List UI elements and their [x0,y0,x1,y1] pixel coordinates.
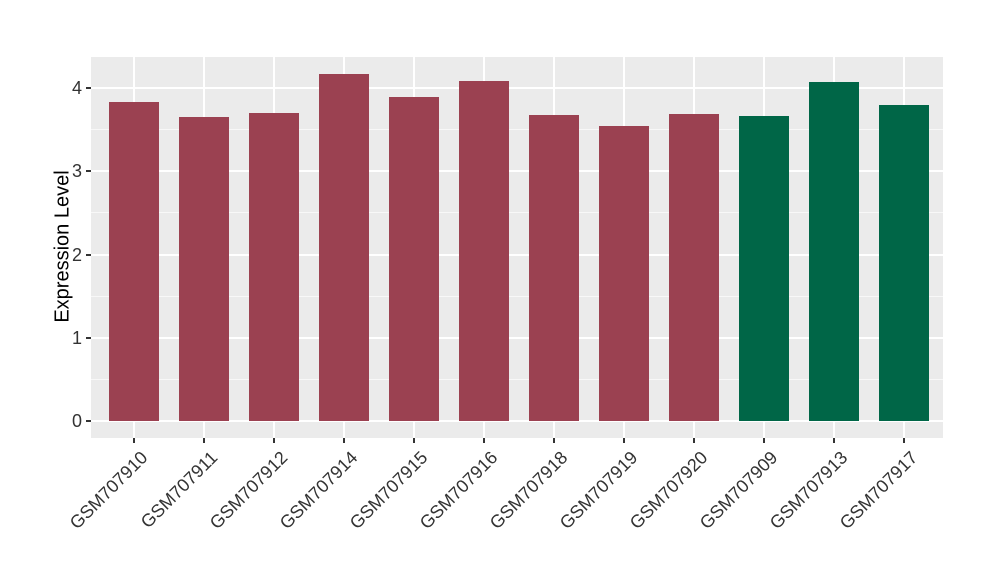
bar-GSM707915 [389,97,439,421]
bar-GSM707916 [459,81,509,421]
gridline-minor [91,129,943,131]
plot-panel [91,57,943,438]
bar-GSM707912 [249,112,299,421]
x-tick-mark [763,438,765,443]
bar-GSM707914 [319,73,369,421]
x-tick-mark [203,438,205,443]
gridline-minor [91,295,943,297]
x-tick-mark [483,438,485,443]
gridline-major [91,87,943,89]
bar-GSM707909 [739,116,789,421]
y-tick-label: 1 [71,327,82,348]
y-tick-mark [86,170,91,173]
y-tick-mark [86,420,91,422]
x-tick-mark [413,438,415,443]
bar-GSM707917 [879,105,929,421]
bar-GSM707918 [529,115,579,421]
x-tick-label-GSM707910: GSM707910 [65,447,152,533]
x-tick-mark [553,438,555,443]
y-tick-label: 3 [71,161,82,182]
bar-GSM707911 [179,117,229,421]
x-tick-mark [833,438,835,443]
bar-GSM707910 [109,102,159,421]
y-tick-mark [86,253,91,256]
gridline-major [91,253,943,256]
gridline-minor [91,212,943,214]
x-tick-mark [693,438,695,443]
gridline-major [91,170,943,173]
gridline-major [91,336,943,339]
bar-GSM707920 [669,113,719,421]
y-tick-label: 2 [71,244,82,265]
y-tick-label: 4 [71,78,82,98]
y-tick-label: 0 [71,411,82,431]
gridline-major [91,420,943,422]
gridline-minor [91,378,943,380]
x-tick-mark [133,438,135,443]
x-tick-mark [273,438,275,443]
y-tick-mark [86,87,91,89]
y-tick-mark [86,336,91,339]
bar-GSM707913 [809,82,859,421]
x-tick-mark [343,438,345,443]
bar-GSM707919 [599,126,649,421]
x-tick-mark [903,438,905,443]
x-tick-mark [623,438,625,443]
